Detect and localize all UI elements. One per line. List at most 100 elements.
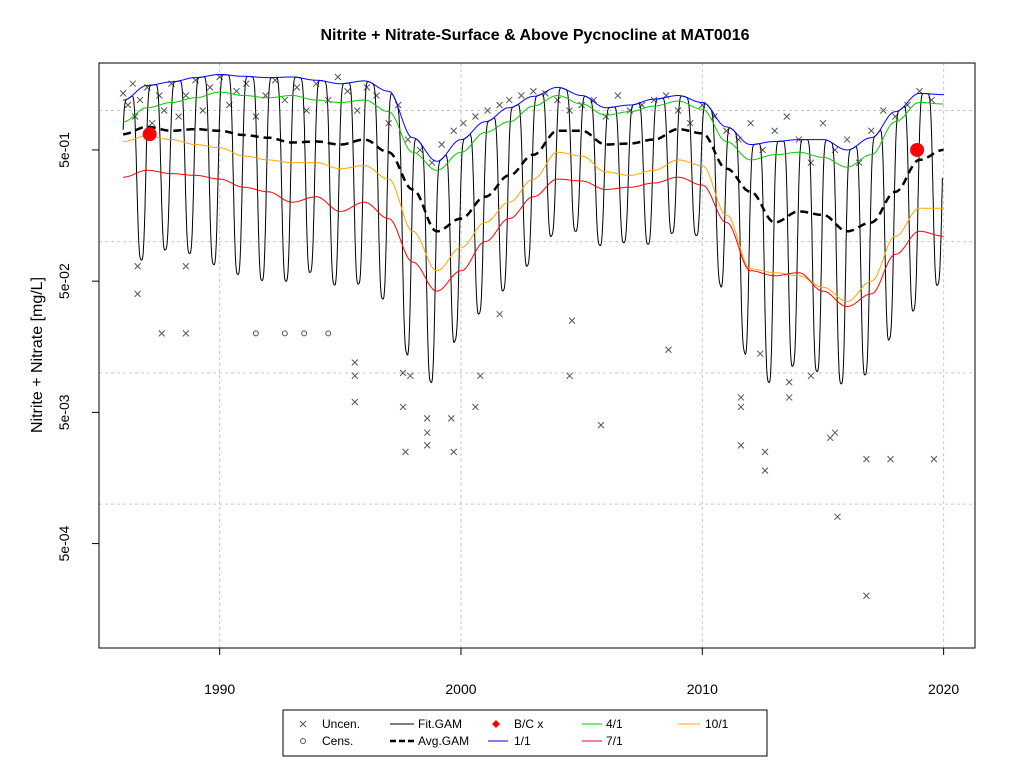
uncensored-point: [930, 455, 938, 463]
legend-box: [282, 709, 768, 757]
uncensored-point: [566, 372, 573, 380]
uncensored-point: [353, 107, 361, 114]
y-axis-label: Nitrite + Nitrate [mg/L]: [29, 277, 46, 433]
x-tick-label: 2010: [687, 681, 718, 697]
uncensored-point: [399, 403, 407, 411]
uncensored-point: [334, 73, 342, 81]
uncensored-point: [136, 96, 144, 104]
uncensored-point: [614, 92, 622, 99]
uncensored-point: [406, 372, 414, 380]
uncensored-point: [447, 415, 455, 422]
uncensored-point: [134, 290, 141, 298]
uncensored-point: [761, 448, 769, 456]
uncensored-point: [242, 80, 250, 88]
series-line-1-1: [123, 74, 944, 162]
uncensored-point: [124, 101, 132, 109]
uncensored-point: [505, 96, 513, 104]
uncensored-point: [554, 96, 561, 104]
uncensored-point: [399, 369, 407, 377]
uncensored-point: [834, 513, 841, 521]
bc-point: [910, 142, 925, 157]
uncensored-point: [602, 113, 610, 120]
legend: Uncen. Cens. Fit.GAM Avg.GAM B/C x 1/1 4/1 7/1 1…: [282, 709, 768, 757]
censored-point: [252, 330, 259, 337]
uncensored-point: [351, 372, 359, 380]
uncensored-point: [303, 107, 310, 114]
series-line-4-1: [123, 91, 944, 171]
uncensored-point: [785, 378, 793, 386]
legend-label: B/C x: [514, 717, 543, 731]
uncensored-point: [737, 442, 745, 449]
uncensored-point: [831, 429, 839, 437]
uncensored-point: [423, 415, 431, 422]
censored-point: [281, 330, 288, 337]
legend-label: 4/1: [606, 717, 623, 731]
uncensored-point: [324, 96, 332, 104]
y-tick-label: 5e-02: [56, 263, 72, 299]
uncensored-point: [665, 346, 672, 354]
uncensored-point: [472, 403, 479, 411]
uncensored-point: [863, 592, 870, 600]
uncensored-point: [747, 119, 754, 127]
uncensored-point: [160, 107, 168, 114]
uncensored-point: [578, 101, 585, 109]
y-tick-label: 5e-04: [56, 525, 72, 561]
grid: [99, 63, 975, 648]
y-axis: 5e-01 5e-02 5e-03 5e-04: [56, 132, 99, 561]
chart-title: Nitrite + Nitrate-Surface & Above Pycnoc…: [320, 27, 749, 44]
uncensored-point: [887, 455, 894, 463]
uncensored-point: [438, 141, 446, 148]
uncensored-point: [293, 84, 301, 91]
uncensored-point: [363, 84, 371, 91]
uncensored-point: [568, 317, 576, 325]
uncensored-point: [158, 330, 166, 337]
legend-label: 7/1: [606, 734, 623, 748]
uncensored-point: [423, 429, 431, 437]
uncensored-point: [879, 107, 887, 114]
uncensored-point: [206, 84, 214, 91]
uncensored-point: [484, 107, 491, 114]
uncensored-point: [517, 92, 525, 99]
bc-point: [142, 127, 157, 142]
legend-label: 1/1: [514, 734, 531, 748]
series-line-10-1: [123, 135, 944, 303]
uncensored-point: [373, 92, 380, 99]
series-line-avg-gam: [123, 125, 944, 233]
x-axis: 1990 2000 2010 2020: [204, 647, 959, 697]
uncensored-point: [476, 372, 484, 380]
uncensored-point: [472, 113, 479, 120]
uncensored-point: [402, 448, 409, 456]
legend-label: Uncen.: [322, 717, 360, 731]
legend-uncen-icon: [299, 720, 307, 728]
uncensored-point: [450, 127, 458, 135]
uncensored-point: [530, 87, 537, 95]
uncensored-point: [785, 394, 793, 401]
uncensored-point: [182, 330, 190, 337]
observation-points: [119, 73, 938, 600]
uncensored-point: [737, 403, 745, 411]
uncensored-point: [771, 127, 779, 135]
uncensored-point: [148, 119, 156, 127]
uncensored-point: [351, 359, 359, 366]
uncensored-point: [737, 394, 745, 401]
uncensored-point: [182, 262, 190, 270]
uncensored-point: [281, 96, 289, 104]
legend-label: Avg.GAM: [418, 734, 469, 748]
x-tick-label: 2020: [928, 681, 959, 697]
uncensored-point: [807, 372, 815, 380]
x-tick-label: 1990: [204, 681, 235, 697]
uncensored-point: [182, 92, 190, 99]
uncensored-point: [756, 350, 764, 358]
censored-point: [301, 330, 308, 337]
uncensored-point: [867, 127, 875, 135]
uncensored-point: [351, 398, 359, 406]
uncensored-point: [199, 107, 207, 114]
bc-points: [142, 127, 925, 157]
series-lines: [122, 74, 944, 385]
uncensored-point: [129, 80, 137, 88]
uncensored-point: [404, 136, 412, 143]
uncensored-point: [460, 119, 467, 127]
uncensored-point: [423, 442, 431, 449]
uncensored-point: [233, 87, 240, 95]
legend-label: 10/1: [705, 717, 729, 731]
